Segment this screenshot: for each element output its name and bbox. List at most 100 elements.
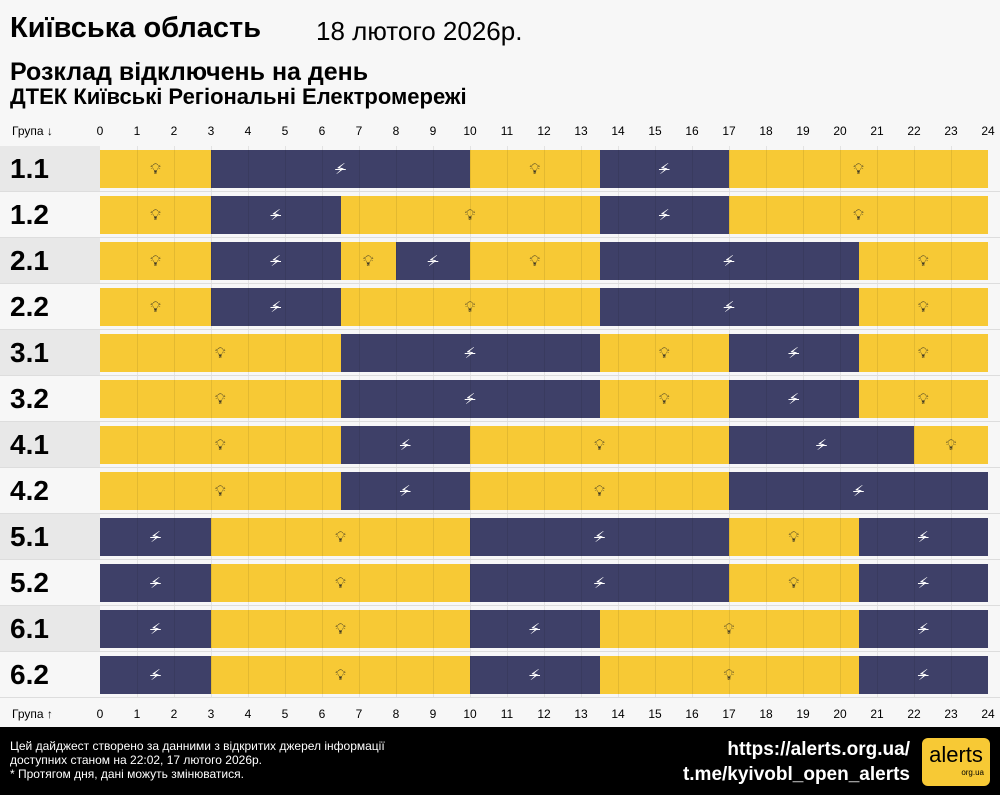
hour-gridline xyxy=(359,652,360,697)
power-on-segment: 💡︎ xyxy=(211,518,470,556)
hour-gridline xyxy=(322,238,323,283)
hour-gridline xyxy=(803,330,804,375)
hour-gridline xyxy=(396,422,397,467)
hour-gridline xyxy=(766,238,767,283)
hour-gridline xyxy=(544,192,545,237)
hour-gridline xyxy=(692,422,693,467)
hour-gridline xyxy=(396,376,397,421)
power-on-segment: 💡︎ xyxy=(100,242,211,280)
footer: Цей дайджест створено за данними з відкр… xyxy=(0,727,1000,795)
hour-gridline xyxy=(655,514,656,559)
hour-gridline xyxy=(655,284,656,329)
hour-gridline xyxy=(174,284,175,329)
power-off-segment: ⚡︎ xyxy=(729,426,914,464)
lightbulb-icon: 💡︎ xyxy=(723,620,735,638)
hour-gridline xyxy=(951,376,952,421)
hour-gridline xyxy=(729,606,730,651)
hour-gridline xyxy=(655,146,656,191)
power-on-segment: 💡︎ xyxy=(914,426,988,464)
hour-gridline xyxy=(803,284,804,329)
power-off-icon: ⚡︎ xyxy=(658,161,670,178)
hour-gridline xyxy=(581,146,582,191)
hour-gridline xyxy=(544,514,545,559)
hour-gridline xyxy=(655,560,656,605)
hour-gridline xyxy=(322,468,323,513)
power-off-icon: ⚡︎ xyxy=(917,529,929,546)
hour-gridline xyxy=(655,330,656,375)
hour-gridline xyxy=(655,192,656,237)
hour-gridline xyxy=(433,284,434,329)
hour-gridline xyxy=(914,514,915,559)
power-on-segment: 💡︎ xyxy=(211,564,470,602)
power-off-segment: ⚡︎ xyxy=(470,656,600,694)
hour-gridline xyxy=(729,284,730,329)
hour-gridline xyxy=(470,376,471,421)
hour-tick: 20 xyxy=(833,124,847,138)
hour-gridline xyxy=(211,422,212,467)
power-off-icon: ⚡︎ xyxy=(399,483,411,500)
hour-gridline xyxy=(840,192,841,237)
hour-gridline xyxy=(840,146,841,191)
hour-gridline xyxy=(285,238,286,283)
power-off-icon: ⚡︎ xyxy=(150,529,161,546)
hour-gridline xyxy=(840,376,841,421)
power-off-icon: ⚡︎ xyxy=(594,575,605,592)
hour-axis-top: Група ↓ 0 1 2 3 4 5 6 7 8 9 10 11 12 13 14 15 16 17 18 19 20… xyxy=(0,120,1000,144)
hour-gridline xyxy=(877,330,878,375)
group-row: 6.1 ⚡︎ 💡︎ ⚡︎ 💡︎ ⚡︎ xyxy=(0,606,1000,652)
site-link[interactable]: https://alerts.org.ua/ xyxy=(727,739,910,760)
hour-gridline xyxy=(322,146,323,191)
hour-gridline xyxy=(914,146,915,191)
hour-gridline xyxy=(914,468,915,513)
hour-gridline xyxy=(322,422,323,467)
power-off-segment: ⚡︎ xyxy=(470,564,729,602)
hour-gridline xyxy=(470,514,471,559)
hour-gridline xyxy=(433,560,434,605)
lightbulb-icon: 💡︎ xyxy=(917,298,929,316)
hour-gridline xyxy=(766,284,767,329)
hour-gridline xyxy=(359,468,360,513)
hour-gridline xyxy=(470,146,471,191)
hour-gridline xyxy=(396,284,397,329)
hour-gridline xyxy=(618,468,619,513)
power-on-segment: 💡︎ xyxy=(599,334,729,372)
power-off-segment: ⚡︎ xyxy=(340,380,600,418)
group-label: 2.1 xyxy=(10,245,49,276)
hour-gridline xyxy=(877,560,878,605)
telegram-link[interactable]: t.me/kyivobl_open_alerts xyxy=(682,764,910,785)
lightbulb-icon: 💡︎ xyxy=(150,252,161,270)
hour-tick: 12 xyxy=(537,124,551,138)
power-on-segment: 💡︎ xyxy=(599,656,859,694)
hour-gridline xyxy=(729,238,730,283)
hour-gridline xyxy=(211,284,212,329)
hour-tick: 6 xyxy=(318,707,326,721)
hour-gridline xyxy=(137,192,138,237)
hour-gridline xyxy=(766,330,767,375)
hour-gridline xyxy=(581,560,582,605)
hour-gridline xyxy=(248,652,249,697)
power-off-segment: ⚡︎ xyxy=(858,610,988,648)
hour-tick: 14 xyxy=(611,707,625,721)
hour-gridline xyxy=(803,652,804,697)
lightbulb-icon: 💡︎ xyxy=(917,344,929,362)
hour-gridline xyxy=(803,376,804,421)
hour-gridline xyxy=(248,330,249,375)
hour-gridline xyxy=(433,468,434,513)
hour-gridline xyxy=(581,330,582,375)
hour-gridline xyxy=(914,192,915,237)
hour-gridline xyxy=(840,652,841,697)
hour-tick: 21 xyxy=(870,124,884,138)
hour-gridline xyxy=(877,422,878,467)
power-off-icon: ⚡︎ xyxy=(335,161,346,178)
hour-gridline xyxy=(211,330,212,375)
group-row: 4.1 💡︎ ⚡︎ 💡︎ ⚡︎ 💡︎ xyxy=(0,422,1000,468)
power-off-segment: ⚡︎ xyxy=(211,196,341,234)
power-on-segment: 💡︎ xyxy=(470,472,729,510)
hour-tick: 16 xyxy=(685,707,699,721)
hour-gridline xyxy=(211,238,212,283)
hour-gridline xyxy=(951,146,952,191)
hour-tick: 7 xyxy=(355,707,363,721)
hour-gridline xyxy=(729,376,730,421)
power-off-icon: ⚡︎ xyxy=(270,299,282,316)
hour-tick: 10 xyxy=(463,707,477,721)
